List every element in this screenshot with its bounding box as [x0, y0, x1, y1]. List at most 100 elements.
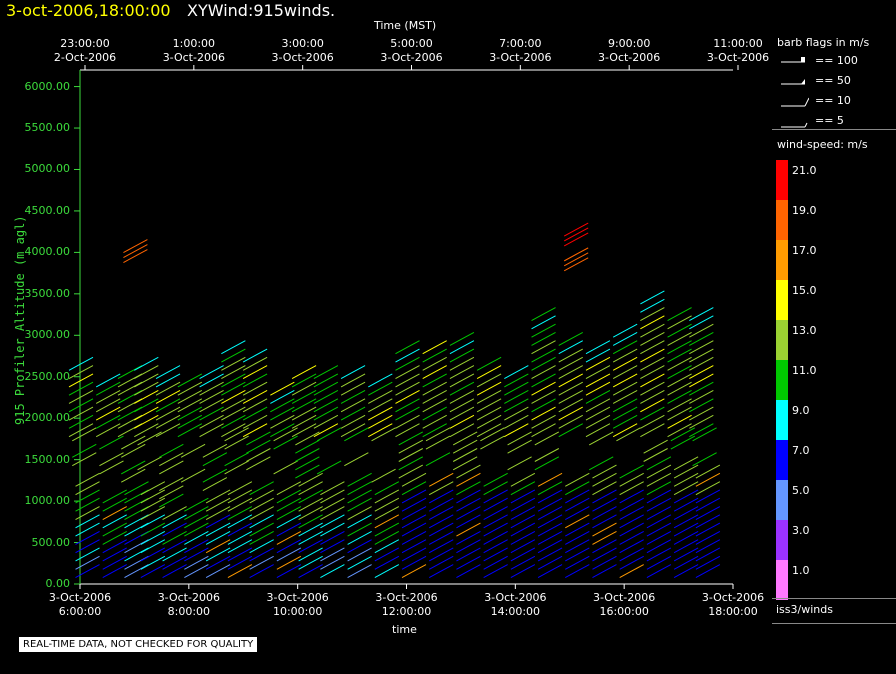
top-tick-label: 23:00:00 2-Oct-2006 [53, 37, 117, 64]
wind-barb [295, 439, 320, 454]
wind-barb [374, 555, 400, 570]
wind-barb [422, 398, 447, 413]
wind-barb [689, 315, 714, 330]
wind-barb [340, 414, 366, 429]
wind-barb [619, 539, 644, 554]
wind-barb [640, 298, 665, 313]
wind-barb [483, 547, 508, 562]
wind-barb [159, 493, 184, 508]
wind-barb [177, 381, 203, 396]
wind-barb [184, 564, 209, 579]
wind-barb [534, 448, 560, 462]
wind-barb [320, 489, 345, 504]
wind-barb [123, 239, 148, 254]
wind-barb [134, 423, 159, 438]
wind-barb [428, 481, 454, 496]
wind-barb [689, 414, 714, 429]
wind-barb [155, 365, 181, 380]
colorbar-label: 7.0 [792, 444, 810, 457]
colorbar-swatch [776, 280, 788, 320]
wind-barb [75, 506, 100, 520]
wind-barb [510, 514, 536, 529]
wind-barb [291, 423, 317, 438]
wind-barb [227, 522, 253, 537]
wind-barb [298, 555, 323, 570]
wind-barb [673, 539, 699, 554]
wind-barb [102, 506, 127, 520]
wind-barb [695, 539, 721, 554]
wind-barb [646, 464, 672, 479]
wind-barb [456, 489, 481, 504]
wind-barb [504, 390, 529, 404]
wind-barb [371, 468, 396, 483]
wind-barb [99, 460, 124, 475]
wind-barb [137, 456, 162, 471]
wind-barb [673, 497, 699, 512]
wind-barb [422, 381, 447, 396]
wind-barb [340, 381, 366, 396]
wind-barb [531, 340, 556, 355]
wind-barb [531, 406, 556, 421]
wind-barb [75, 555, 100, 570]
wind-barb [689, 398, 714, 413]
wind-barb [422, 423, 447, 438]
wind-barb [155, 398, 181, 413]
wind-barb [422, 390, 447, 404]
wind-barb [563, 222, 589, 237]
wind-barb [504, 406, 529, 421]
wind-barb [347, 497, 372, 512]
wind-barb [242, 414, 268, 429]
colorbar-swatch [776, 520, 788, 560]
wind-barb [558, 356, 583, 371]
wind-barb [276, 506, 302, 520]
wind-barb [68, 414, 94, 429]
wind-barb [537, 522, 563, 537]
wind-barb [425, 452, 451, 467]
wind-barb [673, 564, 699, 579]
wind-barb [401, 514, 427, 529]
wind-barb [121, 468, 146, 483]
wind-barb [140, 489, 166, 504]
y-tick-label: 4000.00 [24, 245, 71, 259]
wind-barb [123, 244, 148, 258]
wind-barb [646, 547, 672, 562]
wind-barb [483, 497, 508, 512]
wind-barb [202, 477, 228, 491]
wind-barb [68, 373, 94, 388]
wind-barb [295, 448, 320, 462]
wind-barb [592, 514, 617, 529]
wind-barb [221, 423, 246, 438]
wind-barb [585, 390, 611, 404]
wind-barb [689, 406, 714, 421]
wind-barb [313, 365, 339, 380]
wind-barb [565, 506, 590, 520]
colorbar-swatch [776, 440, 788, 480]
wind-barb [537, 506, 563, 520]
wind-barb [227, 530, 253, 545]
wind-barb [537, 489, 563, 504]
colorbar-label: 15.0 [792, 284, 817, 297]
wind-barb [320, 564, 345, 579]
wind-barb [177, 423, 203, 438]
wind-barb [510, 472, 536, 487]
barb-legend-label: == 10 [815, 94, 851, 107]
wind-barb [504, 373, 529, 388]
wind-barb [531, 356, 556, 371]
wind-barb [347, 489, 372, 504]
wind-barb [177, 414, 203, 429]
wind-barb [205, 506, 231, 520]
wind-barb [401, 522, 427, 537]
wind-barb [565, 514, 590, 529]
wind-barb [159, 485, 184, 500]
wind-barb [592, 497, 617, 512]
wind-barb [227, 506, 253, 520]
wind-barb [563, 232, 589, 247]
wind-barb [483, 489, 508, 504]
wind-barb [585, 381, 611, 396]
wind-barb [75, 472, 100, 487]
wind-barb [695, 522, 721, 537]
wind-barb [155, 406, 181, 421]
wind-barb [313, 423, 339, 438]
wind-barb [340, 398, 366, 413]
bottom-axis-label: time [392, 623, 417, 636]
